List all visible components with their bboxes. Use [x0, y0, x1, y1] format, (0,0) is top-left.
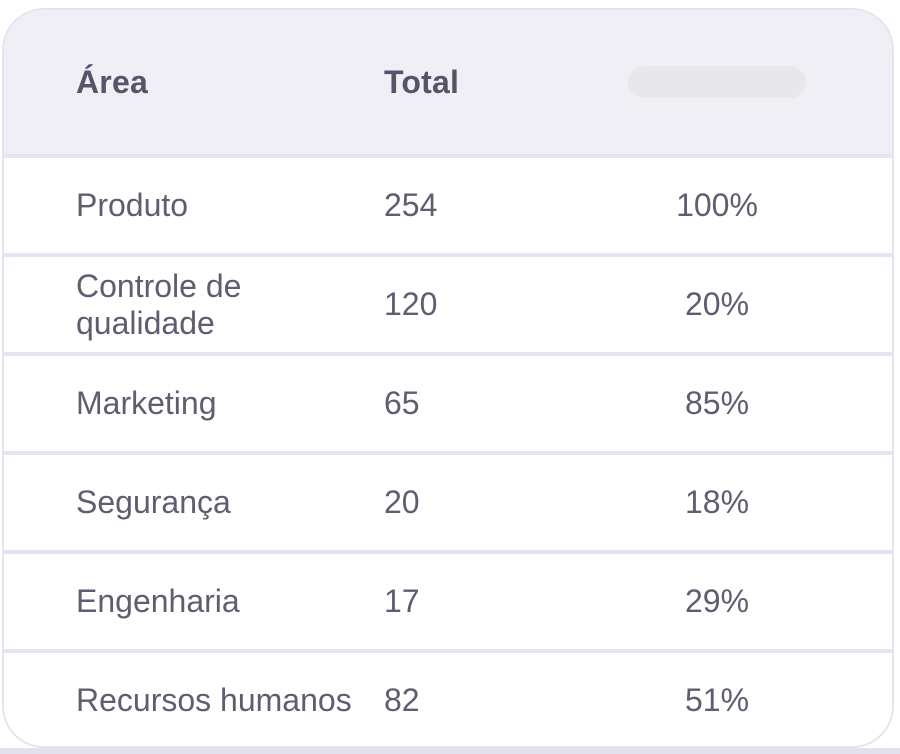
area-cell: Marketing — [76, 385, 217, 421]
total-cell: 254 — [384, 187, 438, 223]
table-header-row: Área Total — [4, 10, 892, 154]
total-cell: 20 — [384, 484, 420, 520]
area-cell: Segurança — [76, 484, 231, 520]
column-header-area: Área — [76, 63, 148, 100]
total-cell: 17 — [384, 583, 420, 619]
area-cell: Recursos humanos — [76, 682, 352, 718]
loading-skeleton-placeholder — [628, 66, 806, 98]
table-row: Engenharia 17 29% — [4, 550, 892, 649]
percent-cell: 85% — [684, 385, 750, 421]
column-header-total: Total — [384, 63, 460, 100]
percent-cell: 20% — [684, 286, 750, 322]
table-row: Produto 254 100% — [4, 154, 892, 253]
area-cell: Controle de qualidade — [76, 267, 242, 341]
total-cell: 65 — [384, 385, 420, 421]
percent-cell: 100% — [676, 187, 758, 223]
total-cell: 82 — [384, 682, 420, 718]
table-card: Área Total Produto 254 100% Controle de … — [2, 8, 894, 748]
table-row: Recursos humanos 82 51% — [4, 649, 892, 746]
page-bottom-strip — [0, 748, 900, 754]
area-cell: Engenharia — [76, 583, 240, 619]
area-cell: Produto — [76, 187, 189, 223]
table-row: Marketing 65 85% — [4, 352, 892, 451]
total-cell: 120 — [384, 286, 438, 322]
percent-cell: 29% — [684, 583, 750, 619]
percent-cell: 51% — [684, 682, 750, 718]
table-row: Segurança 20 18% — [4, 451, 892, 550]
percent-cell: 18% — [684, 484, 750, 520]
table-row: Controle de qualidade 120 20% — [4, 253, 892, 352]
